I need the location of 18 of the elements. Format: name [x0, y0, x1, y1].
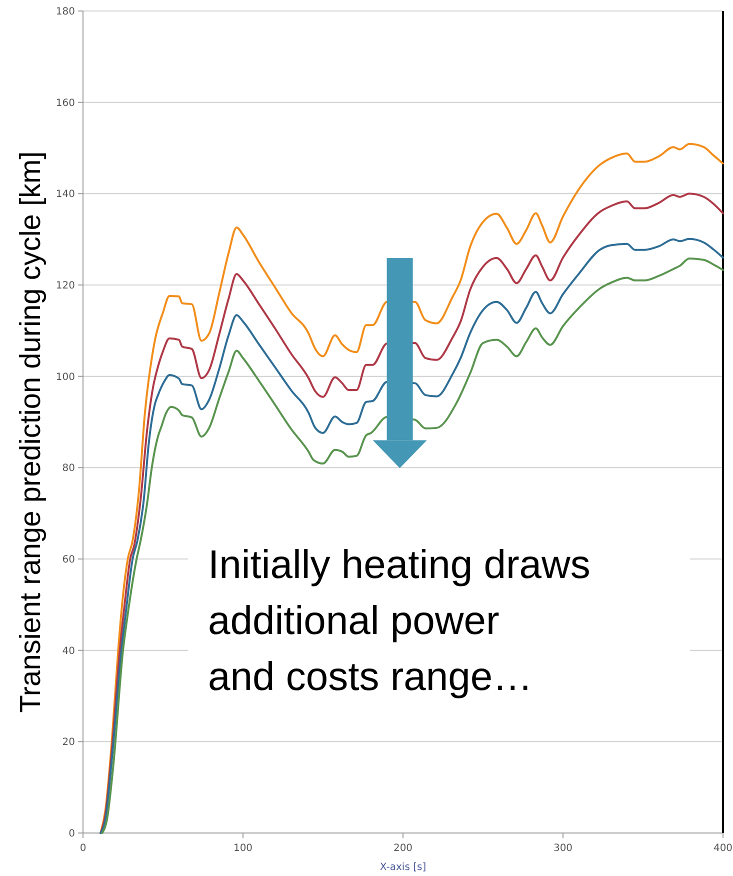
y-tick-label: 40 — [62, 646, 75, 657]
x-axis-title: X-axis [s] — [380, 862, 426, 873]
y-tick-label: 160 — [56, 98, 75, 109]
y-tick-label: 60 — [62, 554, 75, 566]
annotation: Initially heating draws additional power and costs range… — [208, 543, 590, 699]
x-tick-label: 0 — [80, 843, 86, 854]
y-tick-label: 140 — [56, 189, 75, 200]
y-tick-label: 100 — [56, 372, 75, 383]
x-tick-label: 200 — [393, 843, 413, 854]
x-tick-label: 400 — [713, 843, 733, 854]
y-tick-label: 20 — [62, 737, 75, 748]
y-tick-label: 80 — [62, 463, 75, 474]
y-tick-label: 180 — [56, 6, 75, 18]
x-tick-label: 100 — [233, 843, 253, 854]
x-tick-label: 300 — [553, 843, 573, 854]
y-axis-title: Transient range prediction during cycle [km] — [15, 151, 47, 713]
y-tick-label: 0 — [68, 828, 75, 840]
y-tick-label: 120 — [56, 280, 75, 292]
